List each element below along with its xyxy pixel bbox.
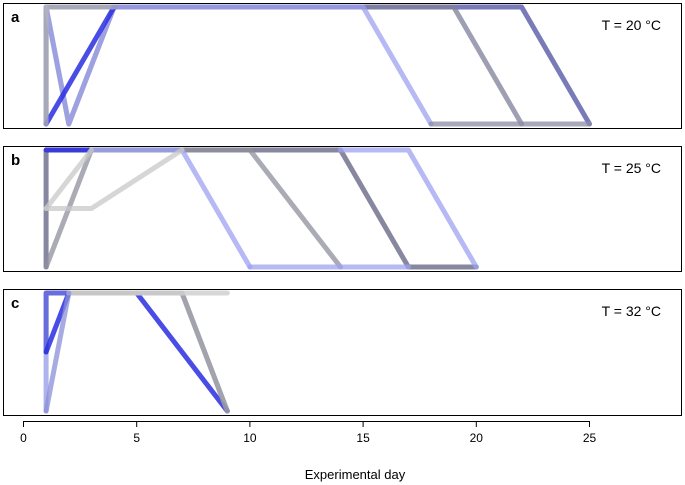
panel-frame xyxy=(3,289,682,416)
temperature-label: T = 32 °C xyxy=(602,303,661,319)
x-axis-title: Experimental day xyxy=(305,467,406,482)
series-line-b-7 xyxy=(43,147,94,211)
x-axis: 0 5 10 15 20 25 xyxy=(20,421,596,445)
panels: a T = 20 °C b T = 25 °C c T = 32 °C xyxy=(3,3,682,416)
x-tick-label: 0 xyxy=(20,431,27,445)
series-line-a-1 xyxy=(43,4,592,127)
x-tick-label: 15 xyxy=(356,431,370,445)
x-tick-label: 25 xyxy=(583,431,597,445)
panel-frame xyxy=(3,3,682,129)
panel-tag: a xyxy=(11,9,20,26)
series-line-a-5 xyxy=(43,4,117,127)
temperature-label: T = 20 °C xyxy=(602,17,661,33)
series-line-c-3 xyxy=(43,290,230,414)
series-line-b-6 xyxy=(43,147,185,211)
panel-c: c T = 32 °C xyxy=(3,289,682,416)
temperature-label: T = 25 °C xyxy=(602,160,661,176)
x-tick-label: 5 xyxy=(133,431,140,445)
panel-tag: c xyxy=(11,295,19,312)
series-line-b-5 xyxy=(338,147,479,270)
series-line-b-4 xyxy=(88,147,253,270)
series-line-c-2 xyxy=(43,290,72,355)
panel-frame xyxy=(3,146,682,272)
x-ticks: 0 5 10 15 20 25 xyxy=(20,421,596,445)
series-line-a-4 xyxy=(43,4,117,127)
series-line-a-2 xyxy=(43,4,525,127)
panel-tag: b xyxy=(11,152,20,169)
panel-a: a T = 20 °C xyxy=(3,3,682,129)
series-line-c-6 xyxy=(43,290,72,414)
x-tick-label: 20 xyxy=(470,431,484,445)
x-tick-label: 10 xyxy=(243,431,257,445)
series-line-c-1 xyxy=(43,290,230,414)
panel-b: b T = 25 °C xyxy=(3,146,682,272)
